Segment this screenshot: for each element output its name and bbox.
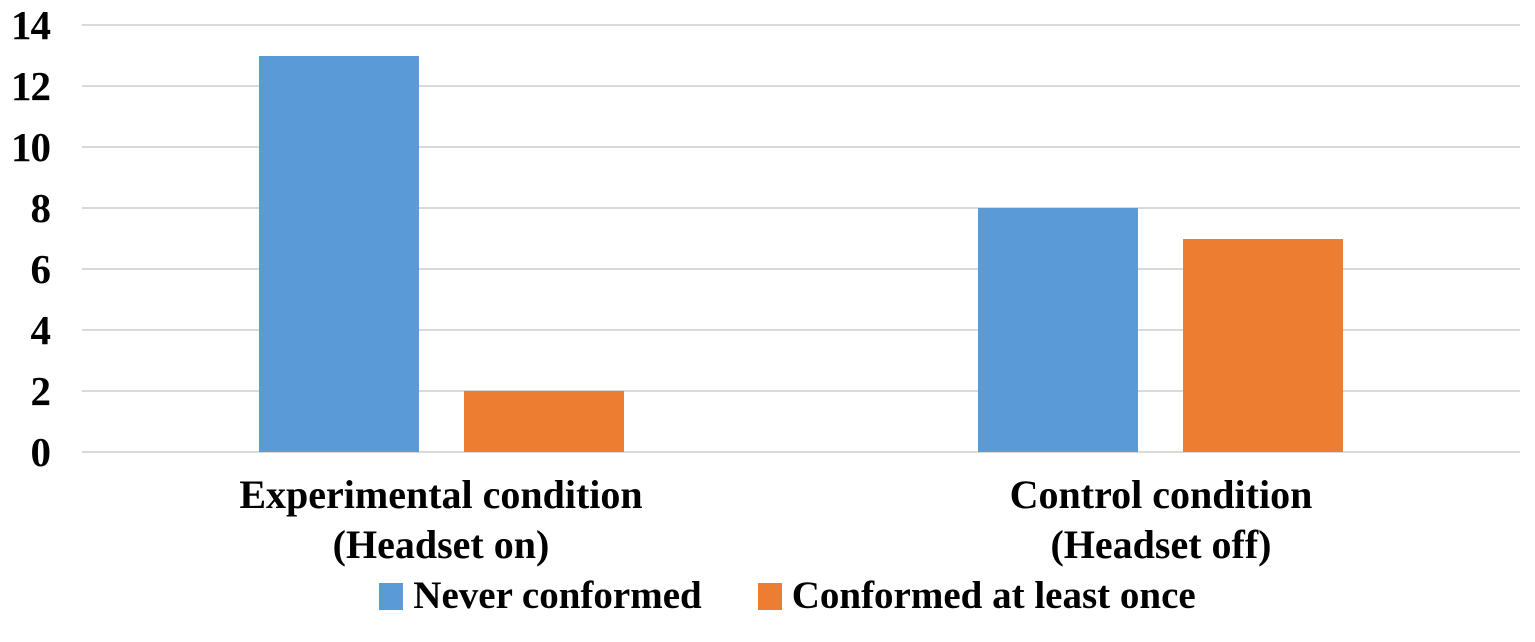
bar-series-1-category-1: [1183, 238, 1343, 452]
y-tick-label: 10: [11, 124, 51, 170]
y-axis: 0 2 4 6 8 10 12 14: [0, 0, 52, 642]
category-label-line: Control condition: [1009, 472, 1313, 517]
gridline: [82, 24, 1520, 26]
category-label-experimental: Experimental condition (Headset on): [141, 470, 741, 570]
category-label-line: Experimental condition: [239, 472, 643, 517]
gridline: [82, 329, 1520, 331]
category-label-control: Control condition (Headset off): [861, 470, 1461, 570]
legend-swatch-icon: [757, 582, 782, 610]
y-tick-label: 12: [11, 63, 51, 109]
gridline: [82, 146, 1520, 148]
y-tick-label: 14: [11, 2, 51, 48]
legend: Never conformed Conformed at least once: [20, 574, 1535, 618]
bar-series-0-category-1: [978, 208, 1138, 452]
y-tick-label: 0: [30, 429, 52, 475]
bar-series-0-category-0: [259, 55, 419, 452]
legend-label: Never conformed: [413, 574, 702, 617]
category-label-line: (Headset on): [332, 522, 550, 567]
gridline: [82, 268, 1520, 270]
gridline: [82, 390, 1520, 392]
y-tick-label: 2: [30, 368, 52, 414]
legend-swatch-icon: [379, 582, 404, 610]
legend-label: Conformed at least once: [791, 574, 1196, 617]
bar-series-1-category-0: [464, 391, 624, 452]
y-tick-label: 6: [30, 246, 52, 292]
legend-item-conformed-at-least-once: Conformed at least once: [757, 574, 1196, 618]
plot-area: [82, 24, 1520, 453]
category-label-line: (Headset off): [1050, 522, 1272, 567]
gridline: [82, 85, 1520, 87]
gridline: [82, 207, 1520, 209]
legend-item-never-conformed: Never conformed: [379, 574, 702, 618]
y-tick-label: 4: [30, 307, 52, 353]
gridline: [82, 451, 1520, 453]
y-tick-label: 8: [30, 185, 52, 231]
